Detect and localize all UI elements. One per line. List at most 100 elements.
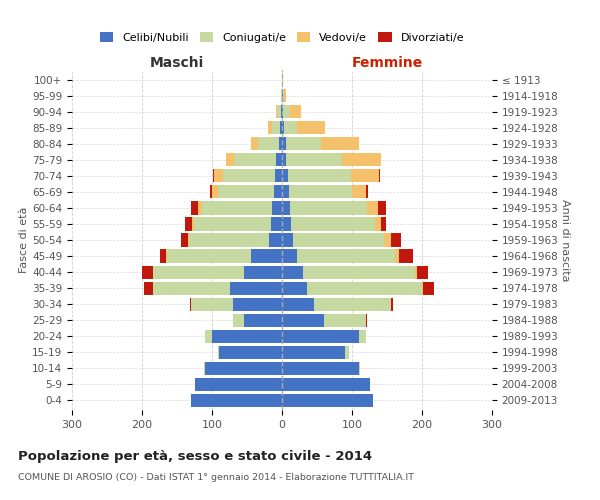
Bar	[286, 137, 320, 150]
Bar	[194, 218, 271, 230]
Bar	[282, 266, 303, 278]
Bar	[223, 170, 275, 182]
Bar	[383, 234, 391, 246]
Bar	[205, 362, 282, 375]
Bar	[324, 314, 366, 327]
Bar	[282, 234, 293, 246]
Bar	[275, 170, 282, 182]
Bar	[366, 186, 368, 198]
Bar	[352, 186, 366, 198]
Bar	[142, 266, 152, 278]
Bar	[286, 153, 342, 166]
Bar	[284, 89, 286, 102]
Bar	[307, 282, 422, 294]
Bar	[282, 121, 284, 134]
Bar	[375, 218, 381, 230]
Bar	[244, 266, 282, 278]
Bar	[282, 282, 307, 294]
Y-axis label: Anni di nascita: Anni di nascita	[560, 198, 569, 281]
Bar	[269, 234, 282, 246]
Bar	[424, 282, 434, 294]
Text: Maschi: Maschi	[150, 56, 204, 70]
Bar	[212, 186, 218, 198]
Bar	[282, 314, 324, 327]
Bar	[187, 234, 189, 246]
Bar	[144, 282, 152, 294]
Bar	[284, 121, 297, 134]
Bar	[189, 234, 269, 246]
Bar	[282, 153, 286, 166]
Bar	[395, 250, 399, 262]
Bar	[192, 218, 194, 230]
Bar	[214, 170, 223, 182]
Bar	[181, 234, 187, 246]
Bar	[345, 346, 349, 359]
Bar	[191, 394, 282, 407]
Bar	[282, 362, 359, 375]
Bar	[205, 330, 212, 343]
Bar	[293, 234, 383, 246]
Bar	[204, 362, 205, 375]
Bar	[257, 137, 278, 150]
Bar	[314, 298, 391, 310]
Bar	[281, 89, 282, 102]
Bar	[282, 89, 283, 102]
Bar	[320, 137, 359, 150]
Bar	[280, 121, 282, 134]
Bar	[282, 186, 289, 198]
Bar	[233, 314, 244, 327]
Bar	[219, 346, 282, 359]
Bar	[226, 153, 235, 166]
Bar	[277, 105, 281, 118]
Bar	[417, 266, 428, 278]
Bar	[379, 170, 380, 182]
Bar	[415, 266, 417, 278]
Bar	[191, 202, 198, 214]
Bar	[233, 298, 282, 310]
Bar	[271, 121, 280, 134]
Text: Femmine: Femmine	[352, 56, 422, 70]
Bar	[268, 121, 271, 134]
Bar	[359, 362, 361, 375]
Bar	[282, 330, 359, 343]
Bar	[367, 202, 378, 214]
Bar	[235, 153, 277, 166]
Bar	[166, 250, 167, 262]
Bar	[342, 153, 381, 166]
Bar	[359, 330, 366, 343]
Bar	[298, 250, 395, 262]
Bar	[366, 314, 367, 327]
Bar	[296, 121, 325, 134]
Bar	[381, 218, 386, 230]
Bar	[290, 105, 301, 118]
Bar	[271, 202, 282, 214]
Bar	[291, 218, 375, 230]
Bar	[278, 137, 282, 150]
Bar	[190, 298, 191, 310]
Bar	[391, 234, 401, 246]
Bar	[282, 137, 286, 150]
Bar	[282, 346, 345, 359]
Bar	[289, 186, 352, 198]
Legend: Celibi/Nubili, Coniugati/e, Vedovi/e, Divorziati/e: Celibi/Nubili, Coniugati/e, Vedovi/e, Di…	[95, 28, 469, 48]
Text: Popolazione per età, sesso e stato civile - 2014: Popolazione per età, sesso e stato civil…	[18, 450, 372, 463]
Bar	[283, 89, 284, 102]
Bar	[276, 105, 277, 118]
Bar	[198, 202, 202, 214]
Bar	[282, 250, 298, 262]
Bar	[282, 170, 287, 182]
Bar	[287, 170, 350, 182]
Bar	[229, 282, 282, 294]
Bar	[218, 346, 219, 359]
Bar	[281, 105, 282, 118]
Bar	[185, 218, 192, 230]
Bar	[160, 250, 166, 262]
Bar	[152, 266, 244, 278]
Bar	[274, 186, 282, 198]
Bar	[218, 186, 274, 198]
Bar	[282, 378, 370, 391]
Bar	[282, 394, 373, 407]
Bar	[282, 105, 283, 118]
Bar	[282, 202, 290, 214]
Text: COMUNE DI AROSIO (CO) - Dati ISTAT 1° gennaio 2014 - Elaborazione TUTTITALIA.IT: COMUNE DI AROSIO (CO) - Dati ISTAT 1° ge…	[18, 472, 414, 482]
